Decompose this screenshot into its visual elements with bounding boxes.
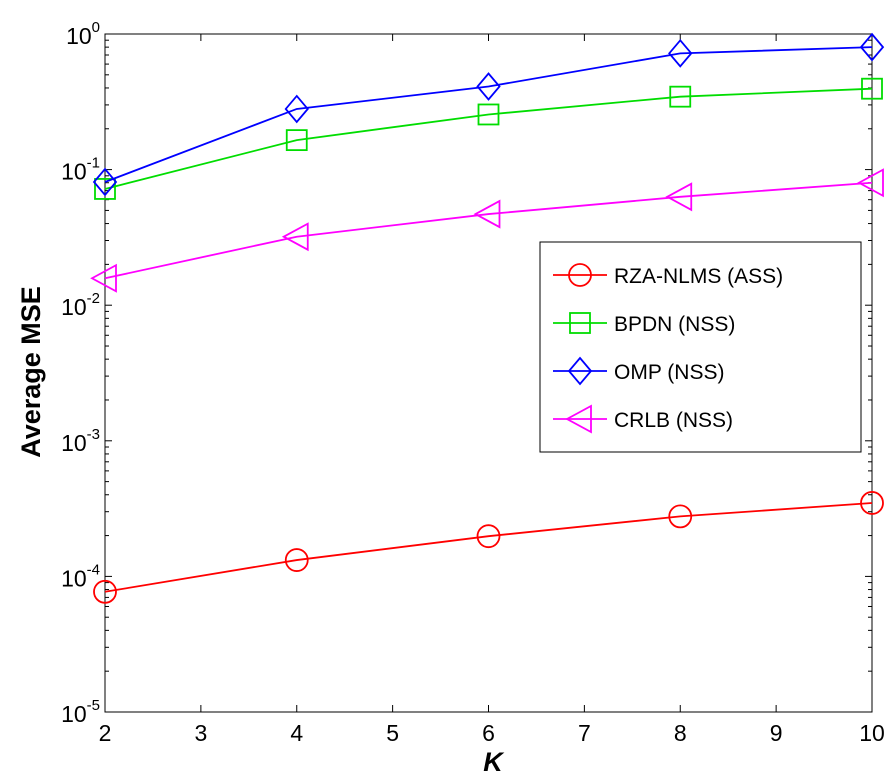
data-point-rza-nlms-ass [668,504,693,529]
data-point-crlb-nss [473,199,501,229]
legend-label-crlb-nss: CRLB (NSS) [614,409,733,432]
x-tick-label: 2 [99,720,112,746]
data-point-bpdn-nss [477,103,500,126]
x-tick-label: 5 [386,720,399,746]
legend-box [539,241,862,453]
legend-marker-bpdn-nss [569,312,591,334]
series-line-omp-nss [104,46,873,183]
data-point-omp-nss [859,32,885,62]
data-point-rza-nlms-ass [284,548,309,572]
x-tick-label: 3 [194,720,207,746]
y-tick-label: 10-4 [61,561,100,591]
data-point-rza-nlms-ass [860,491,884,515]
data-point-omp-nss [668,38,693,68]
y-tick-label: 10-3 [61,426,100,456]
series-line-rza-nlms-ass [104,502,873,593]
legend-marker-omp-nss [567,356,593,386]
data-point-crlb-nss [90,263,117,293]
y-axis-label: Average MSE [16,286,46,458]
x-tick-label: 4 [290,720,303,746]
legend-label-omp-nss: OMP (NSS) [614,361,724,384]
data-point-bpdn-nss [94,178,116,200]
x-tick-label: 7 [578,720,591,746]
series-line-bpdn-nss [104,87,873,190]
legend-marker-crlb-nss [565,404,592,434]
data-point-omp-nss [92,167,118,197]
y-tick-label: 100 [66,19,100,49]
data-point-rza-nlms-ass [476,524,501,549]
y-tick-label: 10-2 [61,290,100,320]
data-point-bpdn-nss [285,129,308,152]
y-tick-label: 10-1 [61,155,100,185]
data-point-crlb-nss [857,168,884,198]
x-axis-label: K [483,747,505,777]
series-line-crlb-nss [104,181,873,280]
data-point-rza-nlms-ass [93,579,117,604]
data-point-crlb-nss [665,182,693,212]
y-tick-label: 10-5 [61,697,100,727]
data-point-crlb-nss [281,222,309,252]
data-point-bpdn-nss [861,77,883,100]
legend-label-rza-nlms-ass: RZA-NLMS (ASS) [614,265,783,288]
data-point-bpdn-nss [669,85,692,108]
x-tick-label: 6 [482,720,495,746]
legend-marker-rza-nlms-ass [568,263,592,287]
x-tick-label: 9 [770,720,783,746]
legend-label-bpdn-nss: BPDN (NSS) [614,313,735,336]
x-tick-label: 8 [674,720,687,746]
data-point-omp-nss [284,94,309,124]
data-point-omp-nss [476,72,501,101]
x-tick-label: 10 [859,720,885,746]
